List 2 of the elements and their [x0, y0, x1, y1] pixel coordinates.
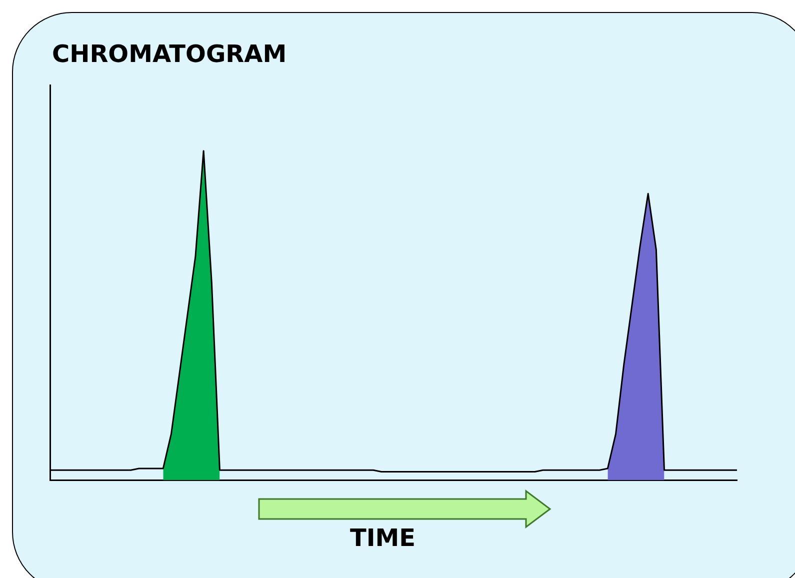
chart-title: CHROMATOGRAM — [52, 40, 287, 68]
x-axis-title: TIME — [350, 524, 416, 552]
